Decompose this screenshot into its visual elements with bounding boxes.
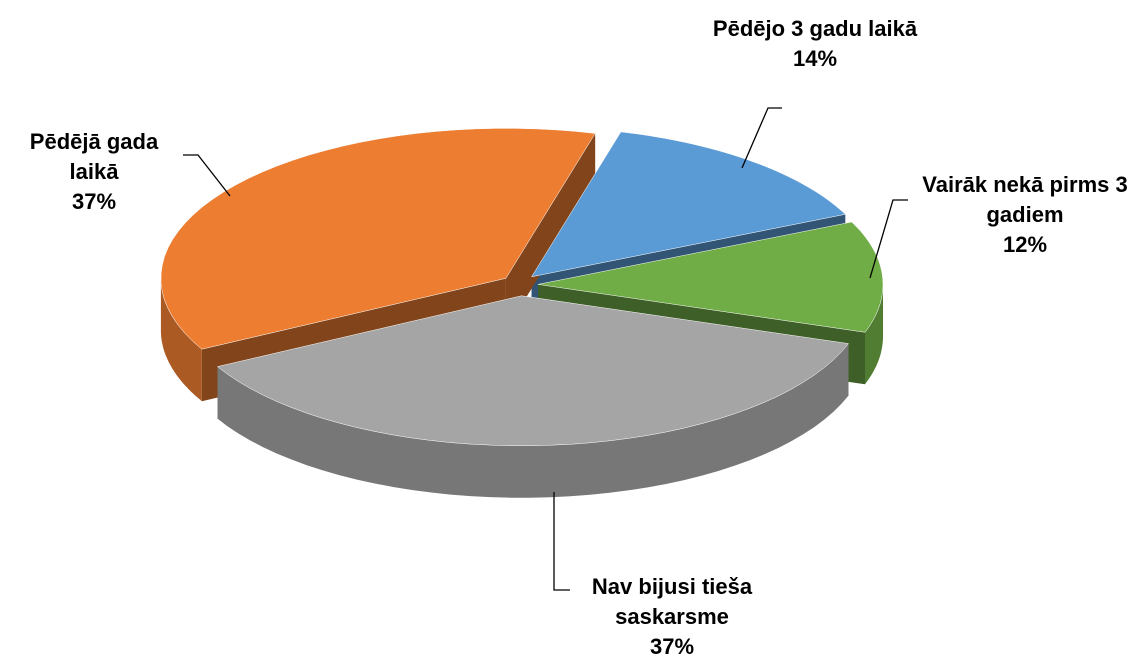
value-label: 37% <box>649 634 695 659</box>
category-label: Pēdējā gada laikā <box>29 129 159 184</box>
value-label: 14% <box>792 46 838 71</box>
leader-line <box>553 492 570 591</box>
slice-wall <box>865 284 883 385</box>
category-label: Nav bijusi tieša saskarsme <box>591 574 753 629</box>
slice-wall <box>217 343 849 498</box>
slices <box>160 128 884 498</box>
slice <box>537 221 884 333</box>
leader-line <box>183 154 231 197</box>
value-label: 12% <box>1002 232 1048 257</box>
slice-label: Pēdējo 3 gadu laikā 14% <box>705 14 925 74</box>
slice <box>216 295 849 446</box>
slice-side <box>505 133 596 331</box>
category-label: Vairāk nekā pirms 3 gadiem <box>922 172 1128 227</box>
slice <box>531 131 846 278</box>
leader-line <box>869 199 908 279</box>
slice-label: Nav bijusi tieša saskarsme 37% <box>562 572 782 661</box>
leader-line <box>741 107 782 169</box>
slice-label: Pēdējā gada laikā 37% <box>4 127 184 217</box>
slice-wall <box>160 278 202 402</box>
slice <box>160 128 596 350</box>
slice-label: Vairāk nekā pirms 3 gadiem 12% <box>910 170 1130 260</box>
category-label: Pēdējo 3 gadu laikā <box>712 16 918 41</box>
value-label: 37% <box>71 189 117 214</box>
